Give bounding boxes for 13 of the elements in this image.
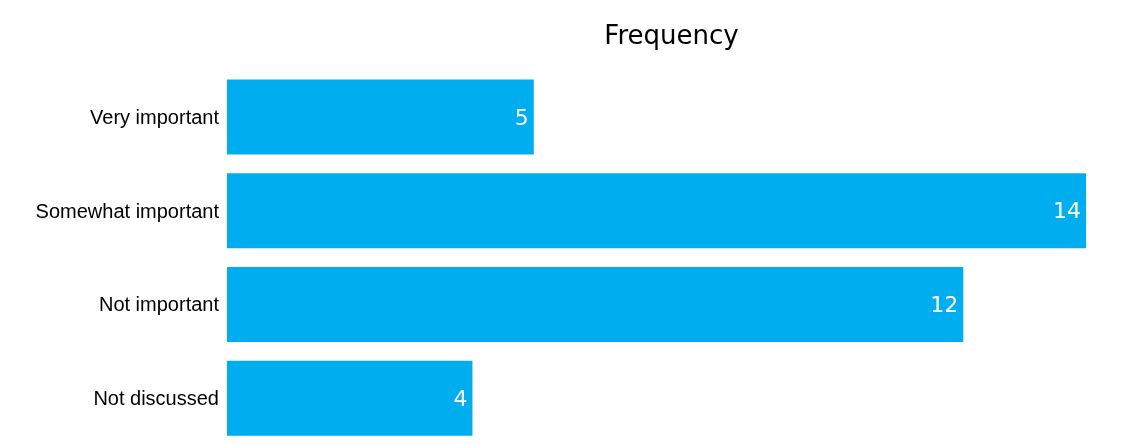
bar: [227, 266, 964, 342]
y-tick-label: Not important: [98, 293, 220, 316]
y-tick-label: Somewhat important: [35, 199, 220, 222]
data-label: 12: [930, 292, 959, 318]
data-label: 14: [1053, 198, 1081, 224]
bar: [227, 173, 1086, 249]
chart-title: Frequency: [603, 20, 740, 50]
data-label: 5: [514, 104, 529, 130]
y-tick-label: Very important: [90, 105, 220, 128]
y-tick-label: Not discussed: [93, 387, 219, 410]
bar: [227, 79, 534, 155]
data-label: 4: [453, 385, 468, 411]
bar: [227, 360, 473, 436]
